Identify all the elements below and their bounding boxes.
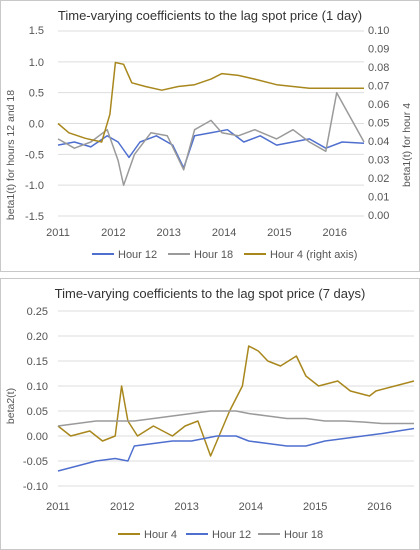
chart-7-days: Time-varying coefficients to the lag spo…	[0, 278, 420, 550]
x-tick: 2013	[156, 227, 180, 239]
y-tick: 0.10	[27, 381, 48, 393]
y2-tick: 0.03	[368, 155, 389, 167]
x-tick: 2012	[101, 227, 125, 239]
chart-1-ylabel: beta1(t) for hours 12 and 18	[5, 90, 17, 220]
legend-label-hour-12: Hour 12	[118, 249, 157, 261]
x-tick: 2011	[46, 501, 70, 513]
chart-1-series	[57, 61, 365, 186]
chart-2-ylabel: beta2(t)	[5, 388, 17, 424]
y-tick: 1.0	[29, 57, 44, 69]
x-tick: 2013	[174, 501, 198, 513]
chart-2-y-ticks: 0.25 0.20 0.15 0.10 0.05 0.00 -0.05 -0.1…	[23, 306, 48, 493]
series-line-hour-18	[57, 91, 365, 186]
y2-tick: 0.00	[368, 210, 389, 222]
y2-tick: 0.09	[368, 44, 389, 56]
legend-label-hour-12: Hour 12	[212, 529, 251, 541]
chart-1-border	[0, 0, 420, 272]
x-tick: 2016	[367, 501, 391, 513]
y2-tick: 0.10	[368, 25, 389, 37]
y2-tick: 0.02	[368, 173, 389, 185]
chart-1-gridlines	[58, 30, 364, 217]
chart-1-x-ticks: 2011 2012 2013 2014 2015 2016	[46, 227, 347, 239]
series-line-hour-4	[57, 345, 415, 457]
x-tick: 2014	[212, 227, 236, 239]
chart-1-title: Time-varying coefficients to the lag spo…	[58, 8, 362, 23]
chart-1-y2-ticks: 0.10 0.09 0.08 0.07 0.06 0.05 0.04 0.03 …	[368, 25, 389, 222]
y-tick: 1.5	[29, 25, 44, 37]
chart-1-y-ticks: 1.5 1.0 0.5 0.0 -0.5 -1.0 -1.5	[25, 25, 44, 223]
x-tick: 2015	[267, 227, 291, 239]
y-tick: -0.5	[25, 149, 44, 161]
legend-label-hour-4: Hour 4 (right axis)	[270, 249, 357, 261]
chart-2-border	[0, 278, 420, 550]
chart-1-legend: Hour 12 Hour 18 Hour 4 (right axis)	[92, 249, 357, 261]
y-tick: -1.0	[25, 180, 44, 192]
series-line-hour-4	[57, 61, 364, 143]
y-tick: 0.0	[29, 119, 44, 131]
y-tick: -0.10	[23, 481, 48, 493]
series-line-hour-12	[57, 427, 415, 472]
x-tick: 2011	[46, 227, 70, 239]
y2-tick: 0.08	[368, 62, 389, 74]
chart-2-x-ticks: 2011 2012 2013 2014 2015 2016	[46, 501, 392, 513]
series-line-hour-18	[57, 410, 414, 427]
x-tick: 2015	[303, 501, 327, 513]
legend-label-hour-4: Hour 4	[144, 529, 177, 541]
y-tick: 0.15	[27, 356, 48, 368]
y2-tick: 0.06	[368, 99, 389, 111]
y-tick: -0.05	[23, 456, 48, 468]
x-tick: 2014	[239, 501, 263, 513]
y-tick: -1.5	[25, 211, 44, 223]
chart-2-title: Time-varying coefficients to the lag spo…	[55, 286, 366, 301]
chart-2-legend: Hour 4 Hour 12 Hour 18	[118, 529, 323, 541]
chart-2-series	[57, 345, 415, 472]
y-tick: 0.25	[27, 306, 48, 318]
legend-label-hour-18: Hour 18	[194, 249, 233, 261]
y2-tick: 0.05	[368, 118, 389, 130]
y2-tick: 0.07	[368, 81, 389, 93]
y-tick: 0.5	[29, 88, 44, 100]
legend-label-hour-18: Hour 18	[284, 529, 323, 541]
y-tick: 0.20	[27, 331, 48, 343]
y-tick: 0.05	[27, 406, 48, 418]
x-tick: 2012	[110, 501, 134, 513]
y-tick: 0.00	[27, 431, 48, 443]
chart-1-day: Time-varying coefficients to the lag spo…	[0, 0, 420, 272]
x-tick: 2016	[323, 227, 347, 239]
y2-tick: 0.04	[368, 136, 389, 148]
chart-1-y2label: beta1(t) for hour 4	[401, 103, 413, 187]
y2-tick: 0.01	[368, 192, 389, 204]
